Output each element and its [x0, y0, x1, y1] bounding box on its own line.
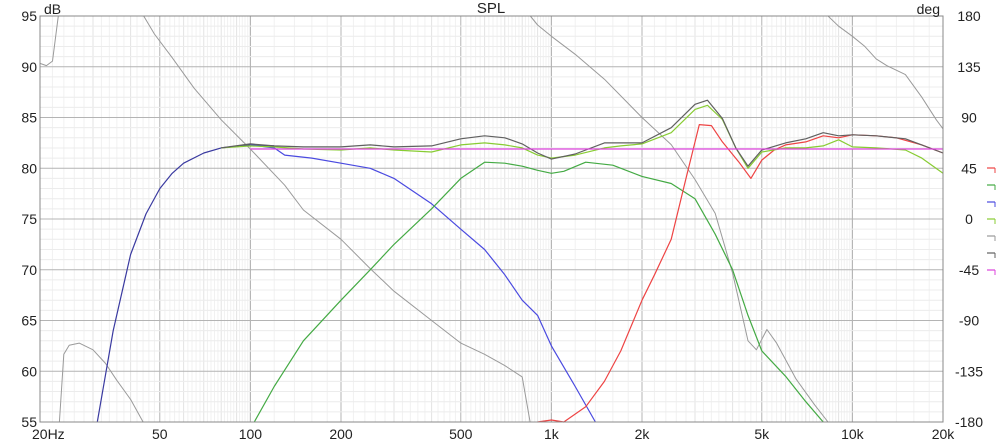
x-tick-label: 20k [932, 426, 956, 440]
y-left-tick-label: 85 [21, 110, 37, 126]
series-group [39, 15, 944, 423]
series-line-7 [221, 99, 944, 167]
y-right-tick-label: -90 [959, 313, 979, 329]
y-right-tick-label: 0 [965, 211, 973, 227]
y-right-tick-label: -180 [955, 414, 983, 430]
series-line-5 [537, 124, 944, 423]
axes: SPL dB deg [39, 0, 944, 423]
x-tick-label: 5k [754, 426, 770, 440]
y-left-tick-label: 95 [21, 8, 37, 24]
right-axis-unit: deg [917, 1, 940, 17]
y-left-tick-label: 70 [21, 262, 37, 278]
x-tick-label: 200 [329, 426, 353, 440]
plot-frame [39, 15, 944, 423]
chart-title: SPL [477, 0, 505, 17]
series-line-3 [250, 144, 596, 423]
y-left-tick-label: 65 [21, 313, 37, 329]
y-left-tick-label: 80 [21, 160, 37, 176]
x-tick-label: 100 [239, 426, 263, 440]
y-right-tick-label: 45 [961, 160, 977, 176]
y-right-tick-label: -135 [955, 363, 983, 379]
grid [39, 15, 944, 423]
left-axis-unit: dB [44, 1, 61, 17]
x-tick-label: 2k [635, 426, 651, 440]
y-left-tick-label: 90 [21, 59, 37, 75]
y-right-tick-label: -45 [959, 262, 979, 278]
series-line-1 [39, 15, 944, 423]
y-left-tick-label: 60 [21, 363, 37, 379]
x-tick-label: 20Hz [32, 426, 65, 440]
x-tick-label: 1k [544, 426, 560, 440]
y-right-tick-label: 90 [961, 110, 977, 126]
tick-labels: 20Hz 50 100 200 500 1k 2k 5k 10k 20k 95 90 85 80 75 70 6… [21, 8, 983, 440]
x-tick-label: 10k [841, 426, 865, 440]
series-line-4 [253, 161, 824, 423]
x-tick-label: 50 [152, 426, 168, 440]
y-left-tick-label: 75 [21, 211, 37, 227]
y-right-tick-label: 135 [957, 59, 981, 75]
y-left-tick-label: 55 [21, 414, 37, 430]
y-right-tick-label: 180 [957, 8, 981, 24]
legend [987, 167, 996, 275]
x-tick-label: 500 [449, 426, 473, 440]
